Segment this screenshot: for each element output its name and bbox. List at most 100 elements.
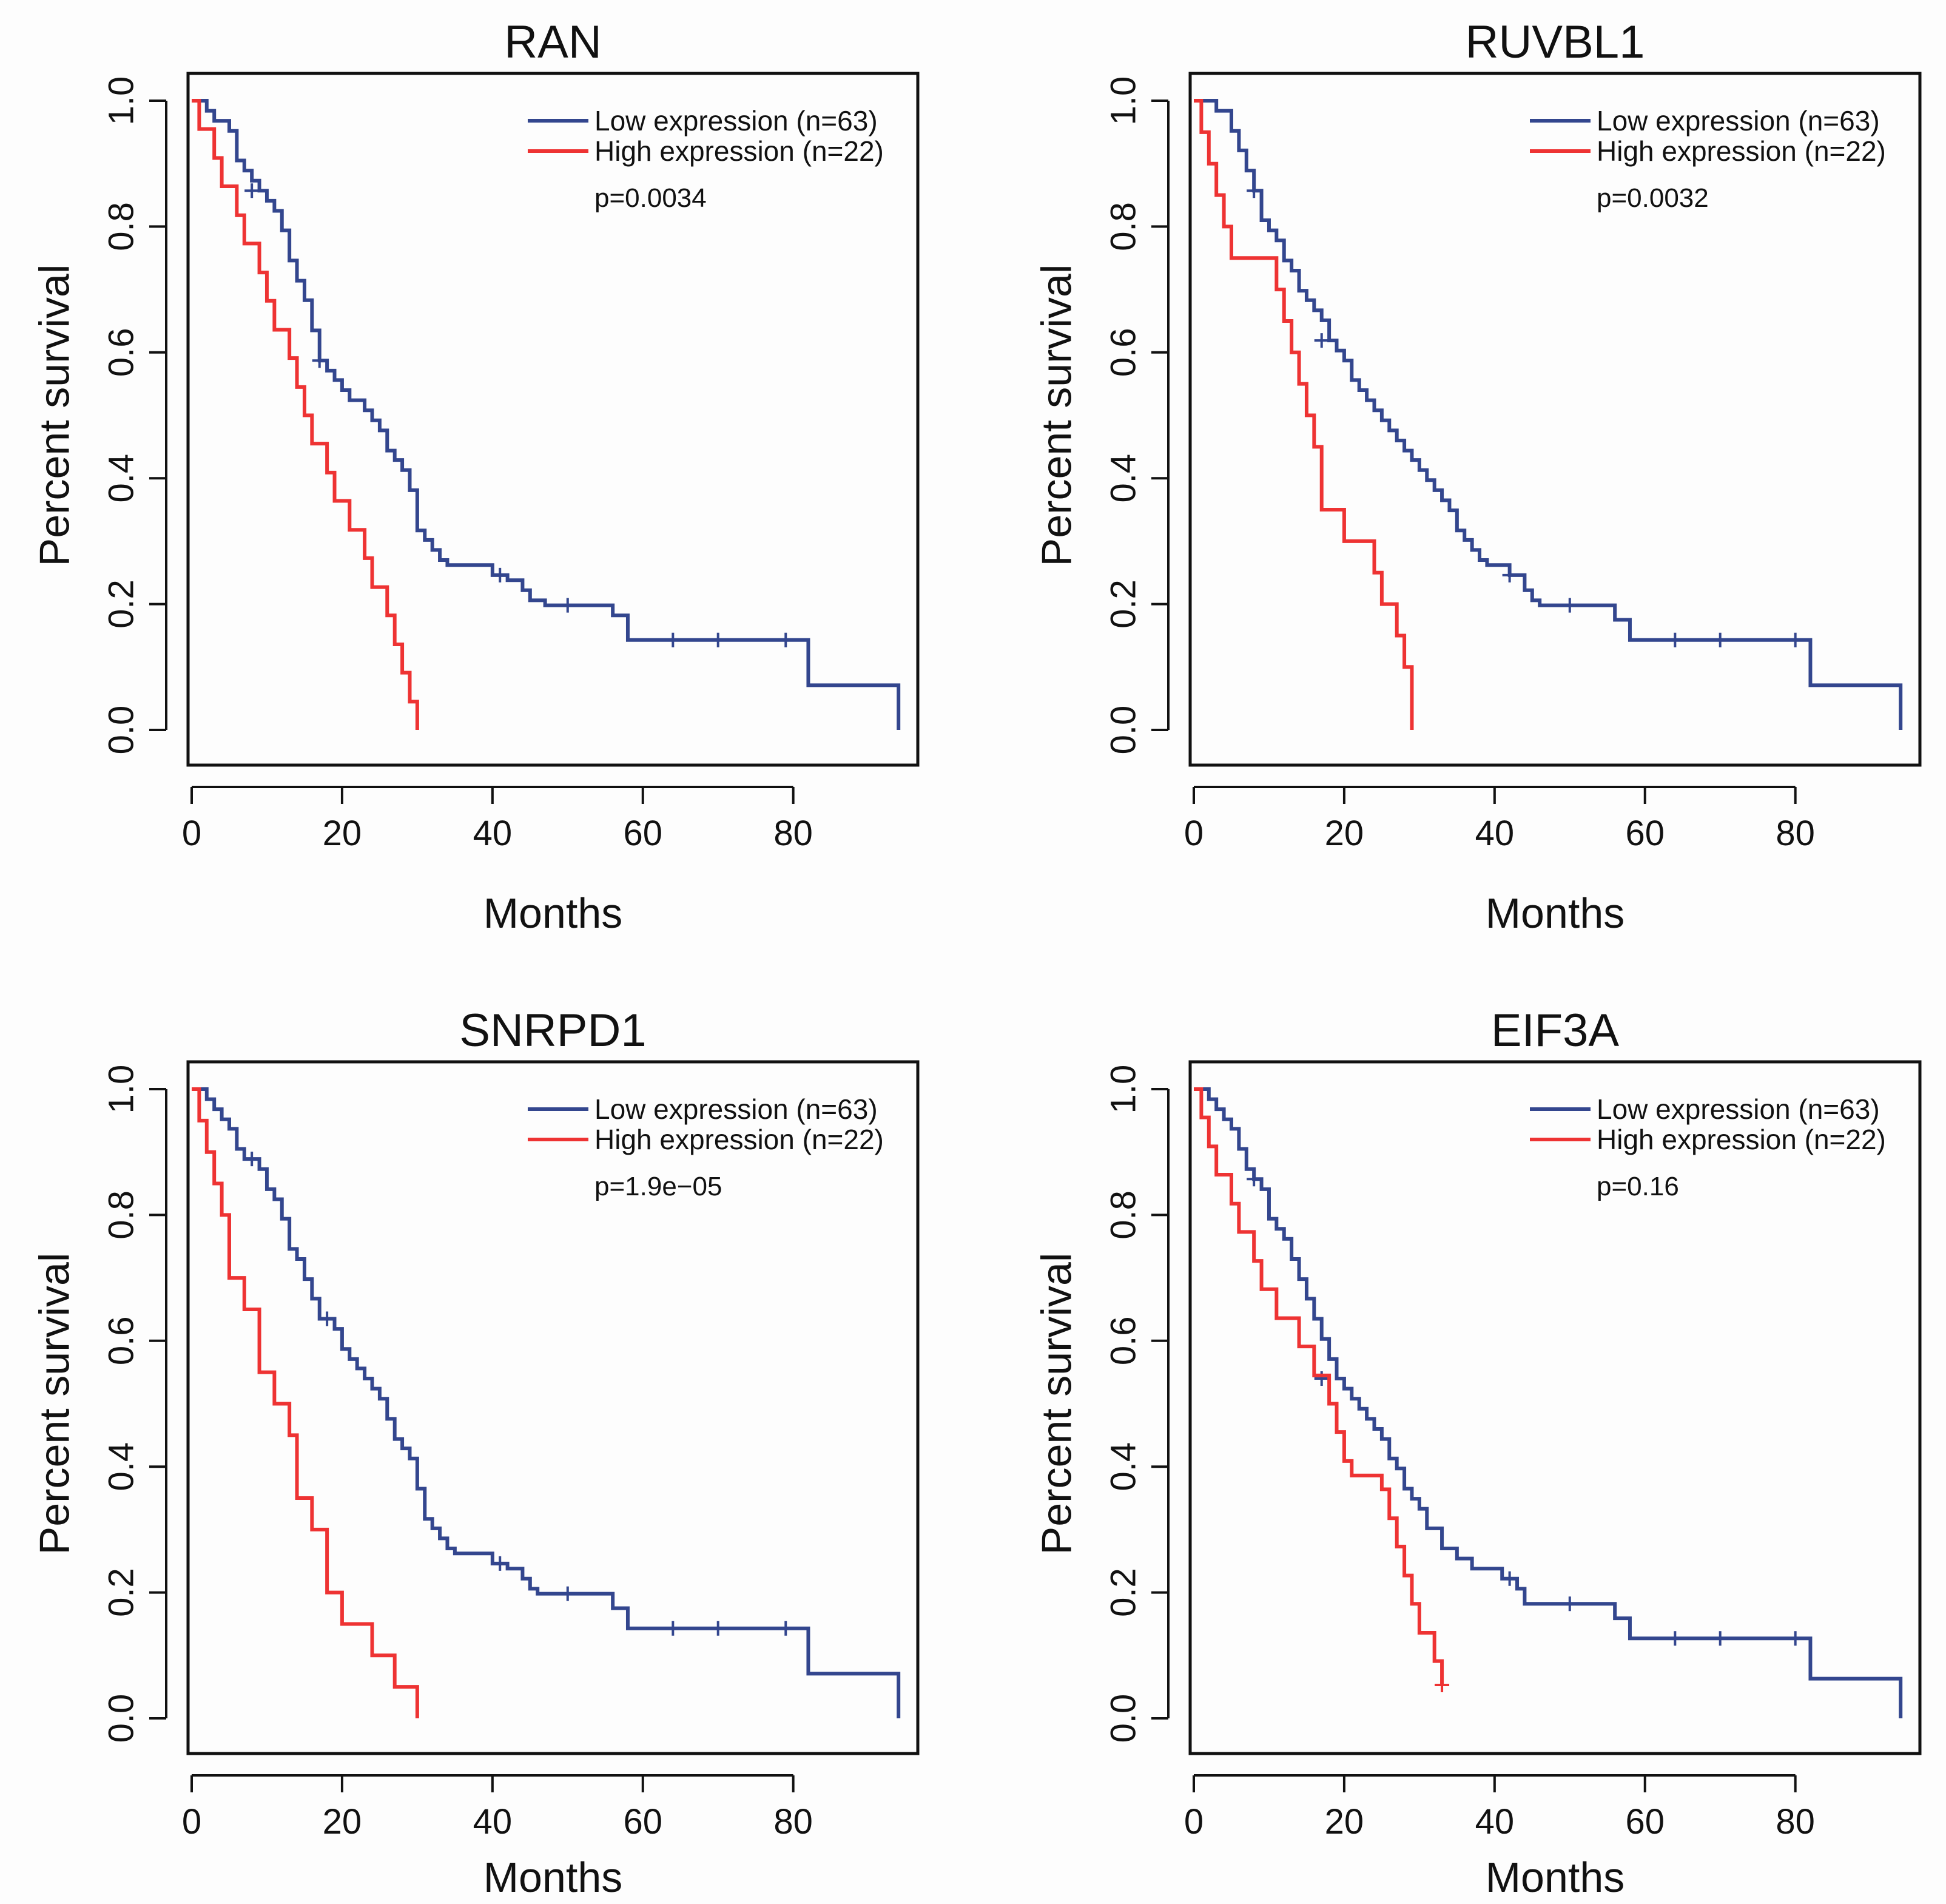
censor-mark (1788, 632, 1803, 647)
p-value: p=0.16 (1597, 1172, 1679, 1201)
censor-mark (1668, 1631, 1683, 1646)
x-tick-label: 60 (1625, 1802, 1665, 1842)
censor-mark (710, 632, 726, 647)
x-tick-label: 0 (1184, 814, 1204, 853)
y-tick-label: 1.0 (1103, 1065, 1143, 1114)
x-tick-label: 20 (323, 1802, 362, 1842)
censor-mark (493, 567, 508, 582)
x-tick-label: 60 (623, 1802, 662, 1842)
legend-label: Low expression (n=63) (594, 105, 878, 137)
censor-mark (560, 598, 575, 613)
censor-mark (1502, 567, 1517, 582)
y-tick-label: 0.6 (101, 328, 141, 377)
censor-mark (778, 1621, 793, 1636)
y-axis-label: Percent survival (1032, 265, 1080, 567)
x-tick-label: 80 (773, 814, 813, 853)
x-tick-label: 60 (623, 814, 662, 853)
censor-mark (244, 1152, 260, 1167)
y-tick-label: 0.4 (101, 454, 141, 503)
low-expression-curve (1194, 1087, 1903, 1718)
censor-mark (312, 353, 327, 368)
y-tick-label: 0.0 (1103, 1694, 1143, 1743)
censor-mark (778, 632, 793, 647)
y-tick-label: 0.4 (1103, 454, 1143, 503)
km-panel-snrpd1: SNRPD1 0 20 40 60 80 Months 0.0 0.2 0.4 0.6 0.8 1.0 P… (30, 1005, 920, 1901)
censor-mark (1247, 183, 1262, 198)
y-tick-label: 0.6 (101, 1316, 141, 1365)
censor-mark (244, 183, 260, 198)
x-axis-label: Months (1486, 890, 1625, 937)
x-axis-label: Months (483, 1854, 623, 1901)
y-axis-label: Percent survival (30, 1253, 78, 1555)
high-expression-curve (192, 1087, 419, 1718)
chart-title: SNRPD1 (459, 1005, 646, 1056)
censor-mark (1668, 632, 1683, 647)
km-panel-eif3a: EIF3A 0 20 40 60 80 Months 0.0 0.2 0.4 0.6 0.8 1.0 Pe… (1032, 1005, 1922, 1901)
censor-mark (665, 1621, 681, 1636)
y-tick-label: 0.4 (1103, 1442, 1143, 1491)
y-tick-label: 0.6 (1103, 328, 1143, 377)
x-tick-label: 80 (773, 1802, 813, 1842)
y-tick-label: 0.0 (101, 1694, 141, 1743)
censor-mark (493, 1556, 508, 1571)
y-tick-label: 0.8 (1103, 202, 1143, 251)
x-tick-label: 20 (1325, 814, 1364, 853)
km-panel-ran: RAN 0 20 40 60 80 Months 0.0 0.2 0.4 0.6 0.8 1.0 Perc… (30, 16, 920, 937)
x-tick-label: 0 (182, 814, 201, 853)
censor-mark (1314, 333, 1329, 348)
y-tick-label: 0.2 (101, 579, 141, 629)
censor-mark (665, 632, 681, 647)
low-expression-curve (192, 99, 901, 730)
y-tick-label: 0.2 (1103, 1568, 1143, 1617)
legend-label: High expression (n=22) (1597, 1124, 1886, 1155)
y-tick-label: 1.0 (101, 1065, 141, 1114)
legend-label: High expression (n=22) (594, 135, 884, 167)
legend-label: High expression (n=22) (1597, 135, 1886, 167)
censor-mark (560, 1586, 575, 1601)
censor-mark (1314, 1371, 1329, 1386)
chart-title: RUVBL1 (1466, 16, 1645, 68)
censor-mark (1712, 1631, 1728, 1646)
legend-label: Low expression (n=63) (1597, 1093, 1880, 1125)
censor-mark (320, 1311, 335, 1326)
legend-label: Low expression (n=63) (1597, 105, 1880, 137)
y-axis-label: Percent survival (1032, 1253, 1080, 1555)
censor-mark (1788, 1631, 1803, 1646)
y-tick-label: 0.6 (1103, 1316, 1143, 1365)
censor-mark (1435, 1678, 1450, 1693)
y-tick-label: 0.2 (101, 1568, 141, 1617)
x-tick-label: 40 (1475, 1802, 1515, 1842)
x-tick-label: 80 (1776, 814, 1815, 853)
x-tick-label: 40 (1475, 814, 1515, 853)
legend-label: Low expression (n=63) (594, 1093, 878, 1125)
censor-mark (1562, 1596, 1577, 1612)
y-tick-label: 0.0 (101, 706, 141, 755)
y-axis-label: Percent survival (30, 265, 78, 567)
x-tick-label: 0 (182, 1802, 201, 1842)
p-value: p=0.0034 (594, 183, 707, 213)
y-tick-label: 0.0 (1103, 706, 1143, 755)
censor-mark (1502, 1571, 1517, 1586)
y-tick-label: 1.0 (101, 76, 141, 126)
y-tick-label: 0.8 (101, 1190, 141, 1240)
chart-title: RAN (504, 16, 601, 68)
y-tick-label: 1.0 (1103, 76, 1143, 126)
plot-frame (186, 72, 920, 767)
y-tick-label: 0.8 (1103, 1190, 1143, 1240)
p-value: p=1.9e−05 (594, 1172, 722, 1201)
censor-mark (710, 1621, 726, 1636)
p-value: p=0.0032 (1597, 183, 1709, 213)
censor-mark (1562, 598, 1577, 613)
x-tick-label: 80 (1776, 1802, 1815, 1842)
low-expression-curve (192, 1087, 901, 1718)
legend-label: High expression (n=22) (594, 1124, 884, 1155)
plot-frame (1188, 72, 1922, 767)
x-axis-label: Months (1486, 1854, 1625, 1901)
x-tick-label: 20 (323, 814, 362, 853)
x-tick-label: 0 (1184, 1802, 1204, 1842)
y-tick-label: 0.2 (1103, 579, 1143, 629)
censor-mark (1247, 1172, 1262, 1187)
x-axis-label: Months (483, 890, 623, 937)
chart-title: EIF3A (1491, 1005, 1619, 1056)
